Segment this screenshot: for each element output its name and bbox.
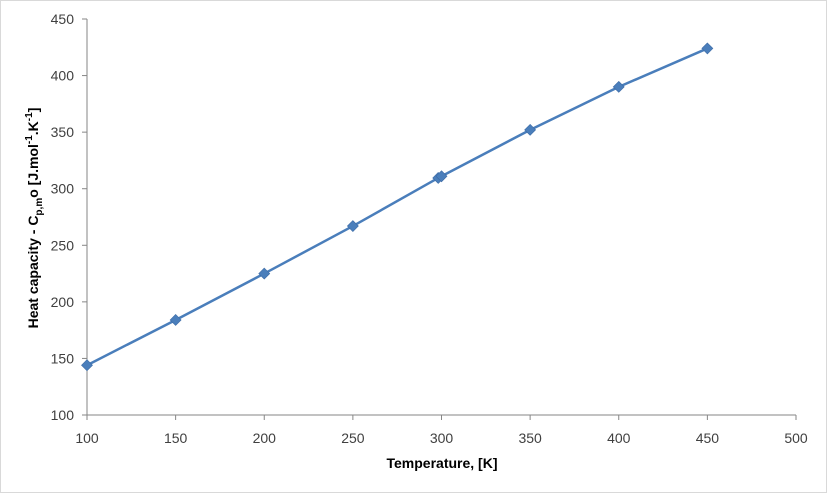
y-tick-label: 200 [51,294,75,310]
x-tick-label: 450 [696,430,720,446]
x-axis-title: Temperature, [K] [387,455,498,471]
axes [82,18,797,420]
y-tick-label: 100 [51,407,75,423]
x-tick-label: 500 [784,430,808,446]
y-axis-title-sup2: -1 [24,112,35,121]
y-tick-label: 250 [51,237,75,253]
x-tick-label: 100 [75,430,99,446]
y-tick-label: 350 [51,124,75,140]
y-tick-label: 150 [51,350,75,366]
x-tick-label: 350 [518,430,542,446]
data-point-marker [435,170,448,183]
data-point-marker [81,359,93,372]
data-point-marker [612,80,625,93]
data-point-marker [346,220,359,232]
y-axis-title-base: Heat capacity - C [25,216,41,329]
x-tick-label: 250 [341,430,365,446]
data-point-marker [169,314,182,326]
y-axis-title-sup1: -1 [24,135,35,144]
x-tick-label: 150 [164,430,188,446]
data-point-marker [701,42,714,55]
x-tick-label: 200 [253,430,277,446]
y-axis-title-end: ] [25,108,41,113]
series-line [86,47,708,367]
x-tick-label: 400 [607,430,631,446]
y-axis-title-mid: o [J.mol [25,144,41,198]
tick-labels: 100 150 200 250 300 350 400 450 100 150 200 250 300 3… [51,11,808,446]
y-axis-title-mid2: .K [25,121,41,135]
y-tick-label: 400 [51,68,75,84]
y-tick-label: 450 [51,11,75,27]
data-point-marker [524,123,537,136]
y-axis-title-subscript: p,m [34,198,45,216]
x-tick-label: 300 [430,430,454,446]
y-tick-label: 300 [51,181,75,197]
data-point-marker [258,267,271,280]
y-axis-title: Heat capacity - Cp,mo [J.mol-1.K-1] [24,108,45,329]
plot-area [81,42,714,372]
